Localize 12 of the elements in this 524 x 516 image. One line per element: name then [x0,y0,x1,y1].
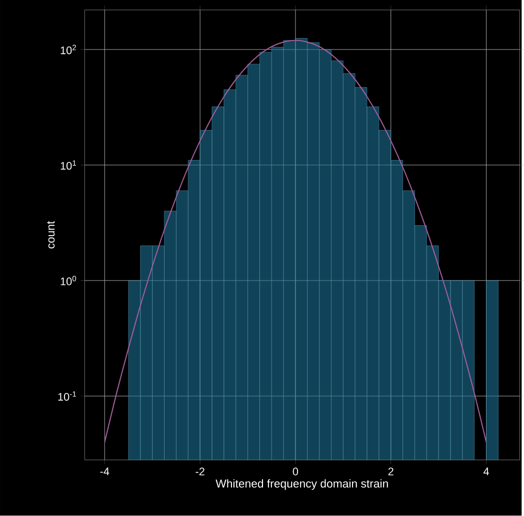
y-tick-label: 10$^{-1}$ [58,392,76,401]
y-tick-label: 10$^{2}$ [60,44,76,54]
y-tick-label: 10$^{1}$ [60,160,76,170]
x-tick-label: -2 [196,468,204,476]
y-axis-title: count [47,221,55,249]
x-axis-title: Whitened frequency domain strain [216,479,388,490]
x-tick-label: -4 [100,468,110,476]
y-tick-label: 10$^{0}$ [60,276,76,286]
x-tick-label: 2 [388,468,394,476]
line-series [104,40,487,443]
x-tick-label: 4 [483,468,489,476]
x-tick-label: 0 [292,468,298,476]
